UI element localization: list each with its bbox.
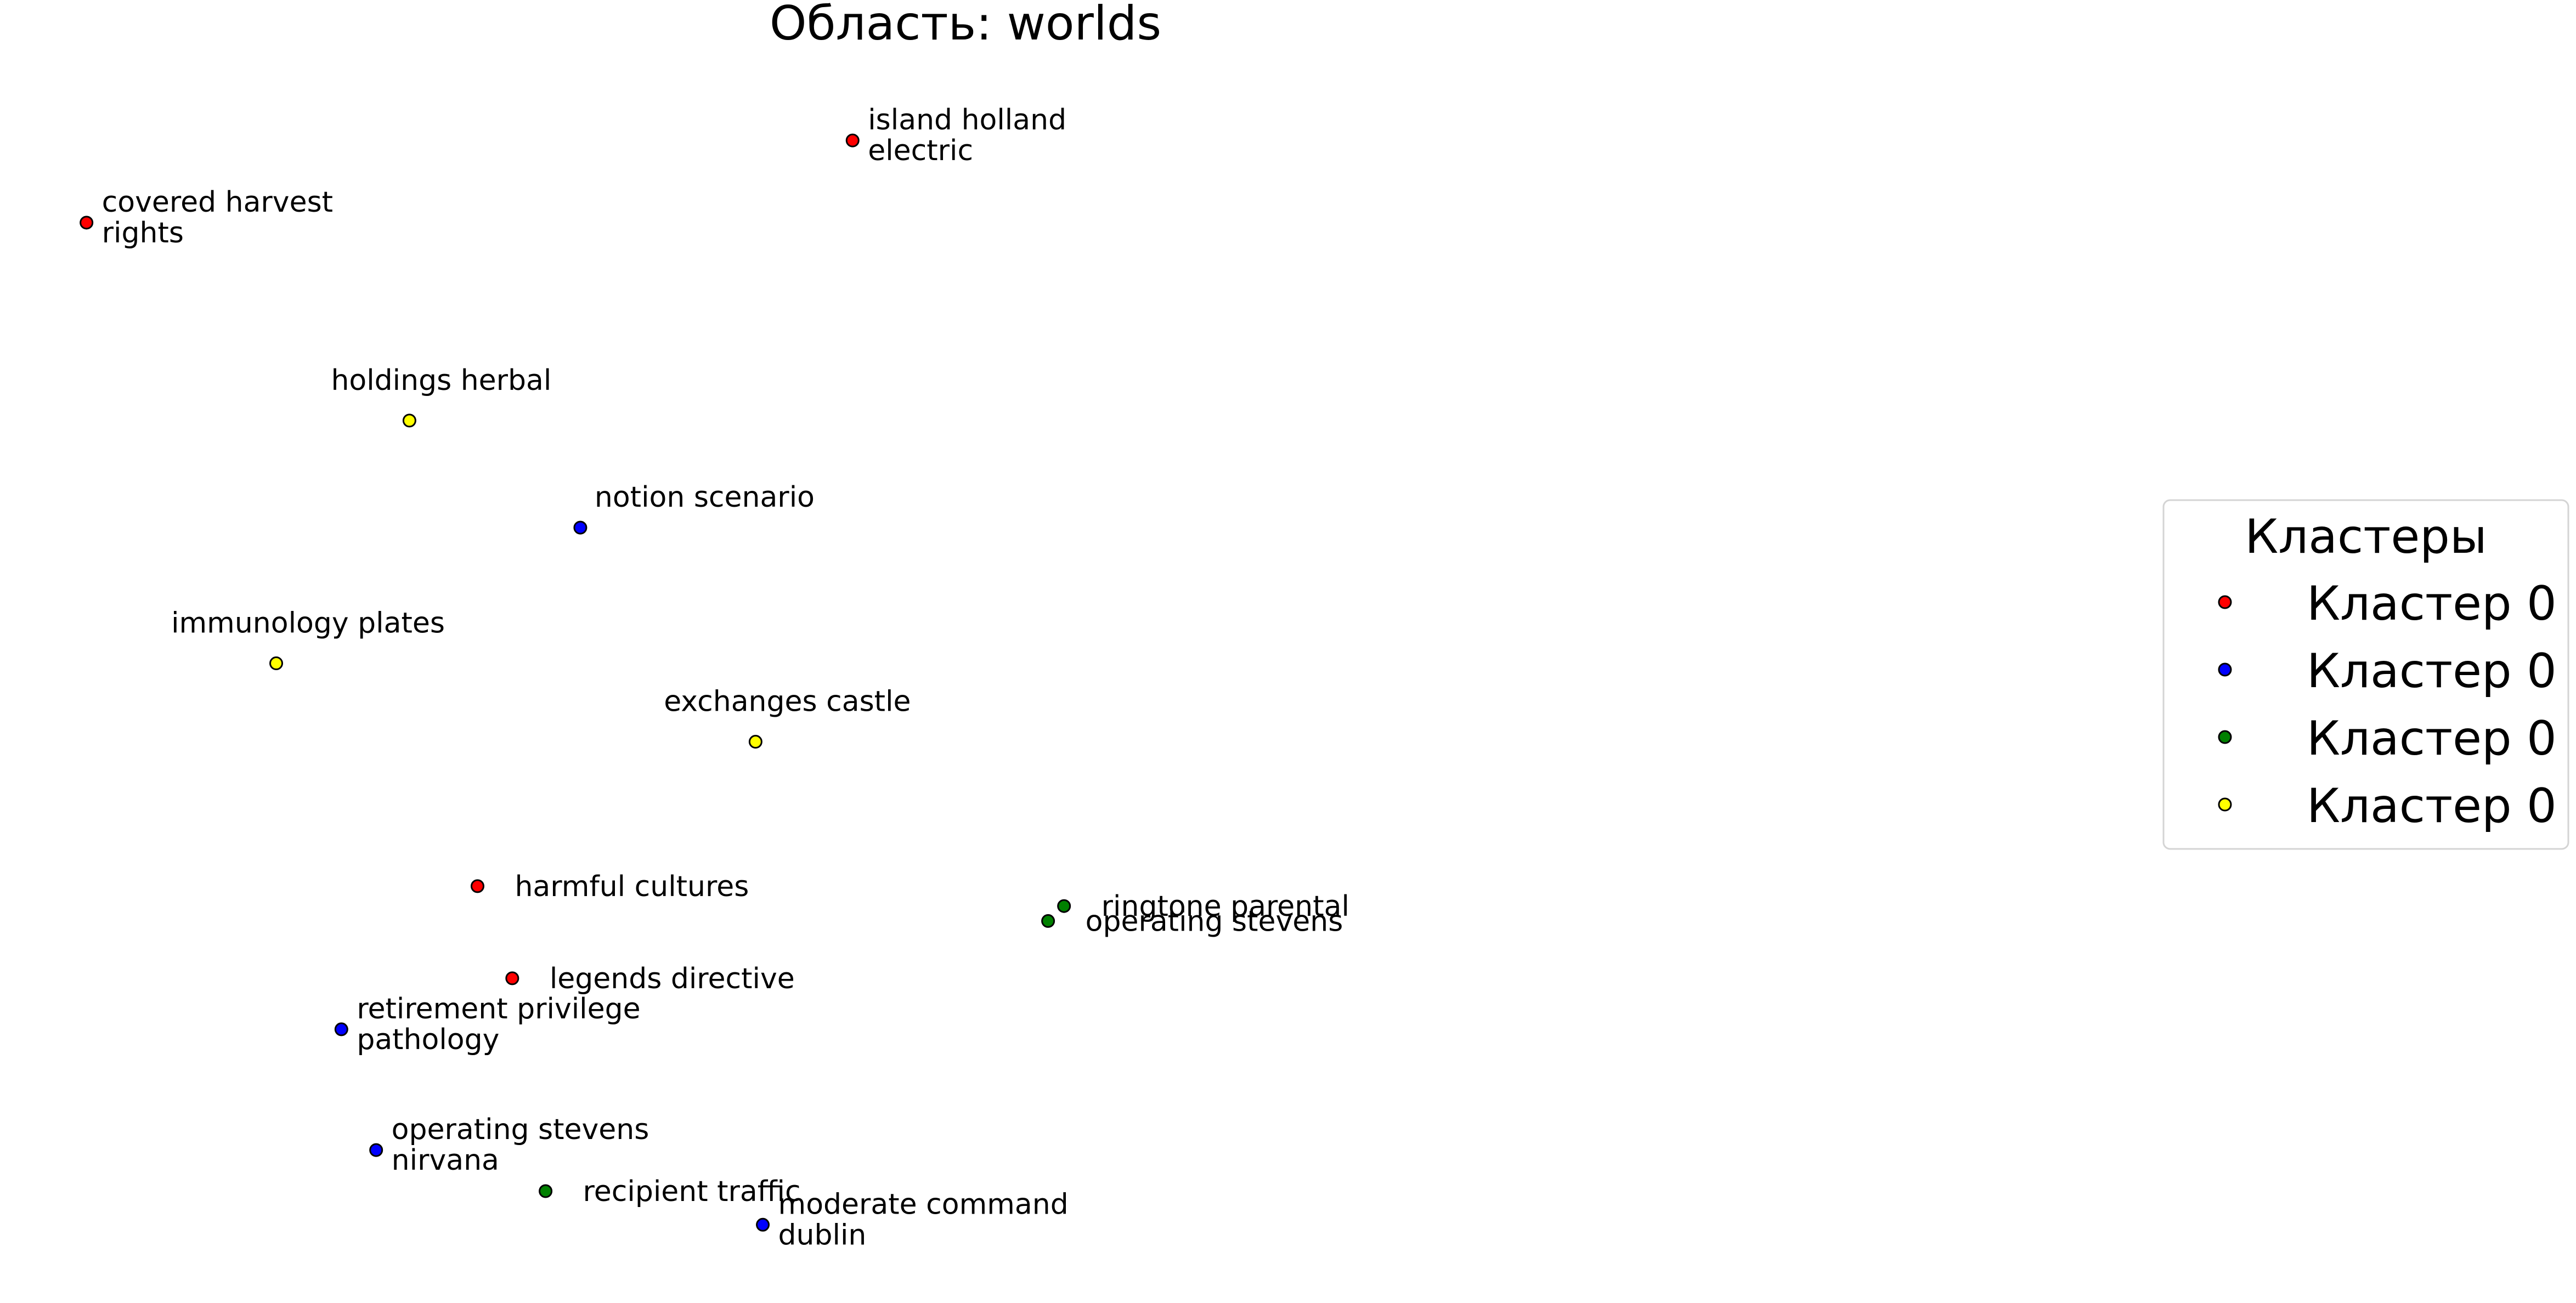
chart-title: Область: worlds <box>770 0 1161 51</box>
data-point-label-line: pathology <box>357 1023 499 1056</box>
data-point-group: recipient traffic <box>539 1175 801 1208</box>
data-point-label-line: retirement privilege <box>357 993 640 1026</box>
data-point-group: operating stevens nirvana <box>369 1113 649 1177</box>
legend-label: Кластер 0 <box>2307 644 2557 699</box>
data-point <box>845 133 860 148</box>
data-point-label-line: notion scenario <box>595 481 815 514</box>
legend-frame <box>2162 499 2569 850</box>
data-point-label: recipient traffic <box>583 1175 801 1208</box>
legend-marker <box>2218 662 2232 677</box>
legend-title: Кластеры <box>2245 509 2487 564</box>
data-point-label-line: nirvana <box>392 1144 499 1177</box>
data-point <box>269 656 284 671</box>
legend-marker <box>2218 730 2232 744</box>
legend-entry: Кластер 0 <box>2218 779 2557 834</box>
legend-entry: Кластер 0 <box>2218 576 2557 631</box>
legend-entry: Кластер 0 <box>2218 644 2557 699</box>
data-point <box>1041 914 1055 928</box>
data-point-label: holdings herbal <box>331 364 551 397</box>
legend-label: Кластер 0 <box>2307 711 2557 766</box>
data-point-label-line: covered harvest <box>102 186 333 219</box>
data-point-label-line: operating stevens <box>1086 905 1343 938</box>
data-point-label: notion scenario <box>595 481 815 514</box>
data-point-label: exchanges castle <box>664 686 911 718</box>
data-point-label: harmful cultures <box>515 870 749 903</box>
data-point-label: island holland electric <box>868 104 1066 167</box>
data-point-label-line: dublin <box>778 1219 867 1251</box>
data-point-label-line: exchanges castle <box>664 686 911 718</box>
data-point-group: harmful cultures <box>470 870 749 903</box>
data-point <box>756 1217 770 1232</box>
data-point <box>402 413 416 428</box>
data-point <box>505 971 519 985</box>
data-point-label-line: operating stevens <box>392 1113 649 1146</box>
data-point-label-line: recipient traffic <box>583 1175 801 1208</box>
data-point <box>334 1022 348 1036</box>
data-point-label-line: moderate command <box>778 1188 1069 1221</box>
data-point-group: island holland electric <box>845 104 1066 167</box>
data-point-group: exchanges castle <box>664 686 911 749</box>
data-point-label: ringtone parental <box>1101 890 1349 923</box>
data-point <box>1057 899 1071 913</box>
data-point-label: covered harvest rights <box>102 186 333 250</box>
data-point-label-line: rights <box>102 217 184 250</box>
legend-entries: Кластер 0 Кластер 0 Кластер 0 Кластер 0 <box>2218 576 2557 834</box>
data-point-label-line: island holland <box>868 104 1066 137</box>
data-point-label-line: holdings herbal <box>331 364 551 397</box>
data-point-group: retirement privilege pathology <box>334 993 641 1056</box>
data-point-group: covered harvest rights <box>80 186 333 250</box>
data-point-label-line: immunology plates <box>171 607 445 640</box>
data-point-label: immunology plates <box>171 607 445 640</box>
data-point-group: ringtone parental <box>1057 890 1349 923</box>
data-point <box>80 216 94 230</box>
legend-entry: Кластер 0 <box>2218 711 2557 766</box>
legend-label: Кластер 0 <box>2307 576 2557 631</box>
legend-marker <box>2218 595 2232 609</box>
data-point-label: moderate command dublin <box>778 1188 1069 1251</box>
data-point-label: operating stevens <box>1086 905 1343 938</box>
data-point-group: operating stevens <box>1041 905 1343 938</box>
data-point <box>573 520 587 535</box>
points-layer: covered harvest rights island holland elect… <box>80 104 1349 1251</box>
data-point-label-line: legends directive <box>550 962 795 995</box>
data-point-label-line: ringtone parental <box>1101 890 1349 923</box>
data-point-group: holdings herbal <box>331 364 551 428</box>
data-point-group: legends directive <box>505 962 795 995</box>
data-point-label: legends directive <box>550 962 795 995</box>
data-point <box>539 1184 553 1198</box>
data-point <box>470 879 484 893</box>
data-point-group: immunology plates <box>171 607 445 671</box>
data-point <box>369 1143 383 1157</box>
data-point-label-line: electric <box>868 134 973 167</box>
data-point <box>748 735 762 749</box>
data-point-group: notion scenario <box>573 481 815 535</box>
legend-label: Кластер 0 <box>2307 779 2557 834</box>
data-point-label: retirement privilege pathology <box>357 993 640 1056</box>
data-point-label: operating stevens nirvana <box>392 1113 649 1177</box>
legend-marker <box>2218 797 2232 812</box>
data-point-group: moderate command dublin <box>756 1188 1069 1251</box>
data-point-label-line: harmful cultures <box>515 870 749 903</box>
